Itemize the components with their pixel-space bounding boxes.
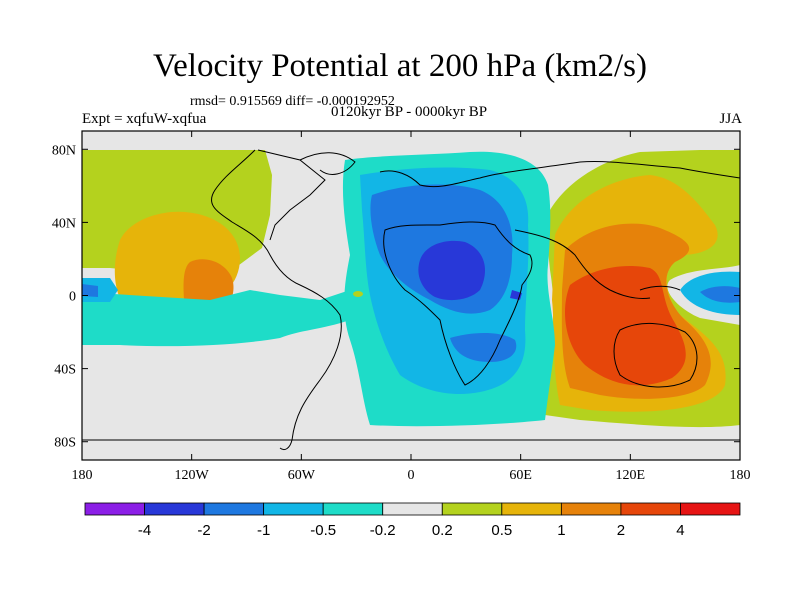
colorbar-swatch (263, 502, 324, 516)
contour-negative-darkblue (418, 240, 485, 301)
x-tick-label: 120E (616, 468, 646, 483)
contour-negative-east-blue (700, 286, 740, 303)
colorbar-label: -4 (138, 522, 151, 539)
y-axis: 80N 40N 0 40S 80S (52, 143, 740, 451)
colorbar-swatch (203, 502, 265, 516)
colorbar-swatch (620, 502, 681, 516)
colorbar-swatch (84, 502, 145, 516)
y-tick-label: 40S (54, 363, 76, 378)
contour-small-positive (353, 291, 363, 297)
colorbar-swatch (382, 502, 443, 516)
x-tick-label: 60E (509, 468, 532, 483)
colorbar-label: 0.2 (432, 522, 453, 539)
x-tick-label: 120W (175, 468, 210, 483)
y-tick-label: 40N (52, 216, 76, 231)
x-axis: 180 120W 60W 0 60E 120E 180 (72, 131, 751, 483)
season-label: JJA (719, 111, 742, 127)
period-label: 0120kyr BP - 0000kyr BP (330, 104, 488, 120)
colorbar-label: -2 (197, 522, 210, 539)
experiment-label: Expt = xqfuW-xqfua (82, 111, 207, 127)
colorbar-swatch (144, 502, 205, 516)
contour-negative-west-blue (82, 284, 98, 297)
coastlines (82, 149, 740, 451)
colorbar-swatch (560, 502, 622, 516)
colorbar-swatch (322, 502, 384, 516)
stats-text: rmsd= 0.915569 diff= -0.000192952 (190, 94, 395, 109)
colorbar: -4 -2 -1 -0.5 -0.2 0.2 0.5 1 2 4 (84, 502, 741, 539)
x-tick-label: 180 (730, 468, 751, 483)
contour-positive-asia-red (565, 265, 686, 386)
colorbar-swatch (501, 502, 562, 516)
x-tick-label: 180 (72, 468, 93, 483)
y-tick-label: 80S (54, 436, 76, 451)
y-tick-label: 0 (69, 290, 76, 305)
x-tick-label: 60W (288, 468, 316, 483)
colorbar-label: -1 (257, 522, 270, 539)
chart-title: Velocity Potential at 200 hPa (km2/s) (152, 48, 648, 84)
x-tick-label: 0 (408, 468, 415, 483)
colorbar-swatch (680, 502, 741, 516)
colorbar-label: -0.2 (370, 522, 396, 539)
colorbar-label: -0.5 (310, 522, 336, 539)
y-tick-label: 80N (52, 143, 76, 158)
contour-field (82, 131, 740, 460)
colorbar-label: 2 (617, 522, 625, 539)
colorbar-label: 0.5 (491, 522, 512, 539)
colorbar-label: 1 (557, 522, 565, 539)
contour-negative-atlantic-band (82, 290, 350, 347)
colorbar-swatch (441, 502, 503, 516)
colorbar-label: 4 (676, 522, 684, 539)
